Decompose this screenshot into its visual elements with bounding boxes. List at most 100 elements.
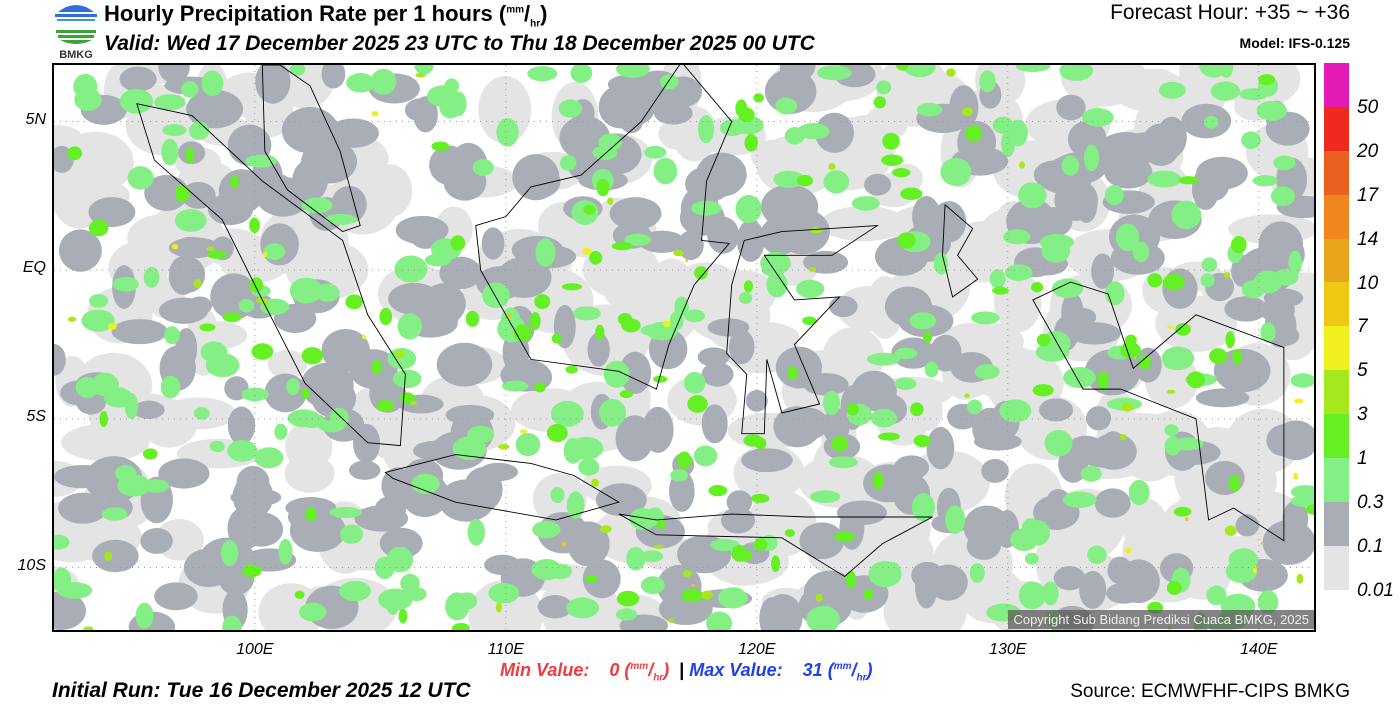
precip-cell: [67, 316, 77, 322]
colorbar-label: 0.01: [1357, 579, 1394, 601]
precip-cell: [400, 573, 420, 593]
precip-cell: [773, 170, 805, 188]
precip-cell: [1195, 388, 1250, 408]
coastline-java: [384, 454, 620, 521]
precip-cell: [1225, 331, 1235, 349]
precip-cell: [143, 266, 160, 288]
precip-cell: [1199, 65, 1229, 78]
precip-cell: [218, 169, 265, 214]
precip-cell: [54, 343, 66, 376]
precip-cell: [676, 451, 692, 469]
precip-cell: [892, 168, 911, 178]
precip-cell: [659, 74, 679, 90]
precip-cell: [913, 434, 931, 448]
precip-cell: [438, 479, 495, 522]
separator: |: [679, 660, 685, 680]
precip-cell: [961, 107, 973, 117]
precip-cell: [394, 255, 428, 283]
precip-cell: [607, 197, 614, 205]
precip-cell: [484, 554, 521, 576]
precip-cell: [298, 156, 322, 182]
precip-cell: [274, 423, 288, 440]
precip-cell: [381, 467, 414, 505]
precip-cell: [1042, 581, 1059, 606]
precip-cell: [301, 347, 323, 365]
precip-cell: [969, 563, 985, 583]
precip-cell: [1273, 155, 1296, 171]
precip-cell: [1121, 132, 1170, 160]
precip-cell: [1119, 433, 1127, 441]
precip-cell: [527, 66, 558, 82]
precip-cell: [54, 465, 111, 489]
colorbar-swatch: [1324, 238, 1349, 283]
precip-cell: [551, 333, 562, 344]
colorbar-label: 7: [1357, 316, 1368, 338]
precip-cell: [591, 478, 600, 487]
precip-cell: [596, 178, 610, 197]
colorbar-swatch: [1324, 501, 1349, 546]
copyright-notice: Copyright Sub Bidang Prediksi Cuaca BMKG…: [1008, 610, 1314, 629]
precip-cell: [882, 132, 900, 150]
precip-cell: [1124, 547, 1132, 554]
precip-cell: [507, 312, 512, 318]
coastline-sumatra: [136, 103, 406, 447]
forecast-hour: Forecast Hour: +35 ~ +36: [1110, 1, 1350, 24]
precip-cell: [964, 393, 970, 398]
coastline-malaya: [261, 65, 361, 233]
precip-cell: [392, 369, 422, 389]
precip-cell: [989, 269, 1006, 289]
precip-cell: [754, 437, 767, 450]
precip-cell: [1059, 65, 1093, 81]
precip-cell: [1068, 322, 1121, 345]
precip-cell: [717, 587, 748, 609]
precip-cell: [865, 104, 909, 141]
precip-cell: [278, 538, 293, 565]
precip-cell: [515, 433, 541, 457]
precip-cell: [154, 582, 198, 611]
precip-cell: [175, 184, 190, 203]
precip-cell: [298, 602, 327, 622]
precip-cell: [1085, 406, 1112, 431]
precip-cell: [744, 134, 758, 152]
precip-cell: [900, 187, 923, 200]
precip-cell: [595, 324, 605, 341]
colorbar-swatch: [1324, 545, 1349, 590]
precip-cell: [570, 65, 593, 83]
precip-cell: [578, 458, 600, 476]
precip-cell: [903, 65, 936, 78]
precip-cell: [863, 589, 874, 600]
precip-cell: [488, 582, 520, 604]
precip-cell: [799, 522, 845, 560]
precip-cell: [1121, 402, 1134, 412]
lat-label: 5S: [26, 407, 46, 425]
colorbar-swatch: [1324, 414, 1349, 459]
precip-cell: [1147, 170, 1182, 188]
precip-cell: [339, 524, 364, 544]
precip-cell: [465, 310, 480, 327]
precip-cell: [264, 373, 307, 413]
precip-cell: [1134, 68, 1184, 120]
precip-cell: [262, 251, 268, 258]
precip-cell: [1164, 424, 1179, 436]
precip-cell: [1305, 504, 1314, 515]
precip-cell: [1097, 371, 1109, 390]
precip-cell: [992, 116, 1014, 134]
precip-cell: [1288, 250, 1302, 276]
colorbar-label: 5: [1357, 360, 1368, 382]
precip-cell: [161, 138, 179, 166]
precip-cell: [111, 319, 168, 345]
precip-cell: [567, 521, 610, 567]
precip-cell: [413, 96, 438, 133]
precip-cell: [1094, 488, 1131, 518]
precip-cell: [673, 249, 684, 257]
precip-cell: [760, 216, 801, 255]
precip-cell: [1080, 465, 1102, 482]
precip-cell: [132, 400, 165, 419]
max-label: Max Value:: [689, 660, 783, 680]
precip-cell: [582, 559, 621, 599]
precip-cell: [558, 99, 583, 118]
precip-cell: [222, 312, 242, 323]
precip-cell: [512, 154, 560, 201]
precip-cell: [58, 492, 108, 524]
precip-cell: [429, 145, 469, 185]
